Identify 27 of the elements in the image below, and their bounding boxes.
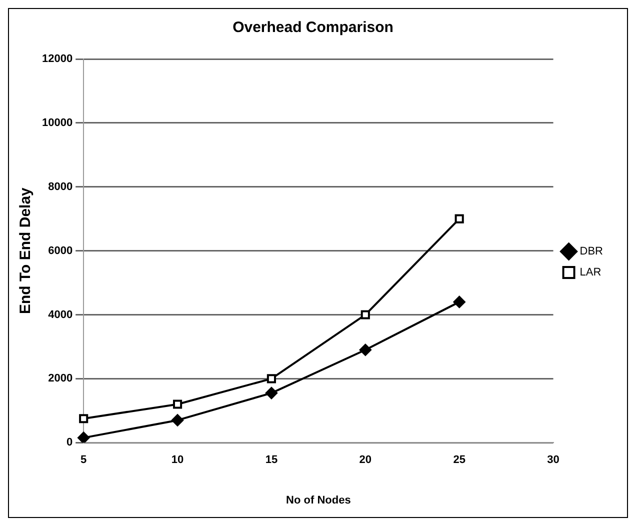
y-tick-label: 4000 <box>48 308 73 321</box>
y-tick-label: 10000 <box>42 116 73 129</box>
y-tick-label: 2000 <box>48 372 73 385</box>
y-tick-label: 0 <box>66 436 73 449</box>
x-tick-label: 5 <box>80 454 87 466</box>
point <box>266 374 276 384</box>
y-axis-title: End To End Delay <box>17 186 34 314</box>
y-tick-label: 6000 <box>48 244 73 257</box>
y-tick-label: 12000 <box>42 53 73 66</box>
chart-title: Overhead Comparison <box>232 19 394 36</box>
x-tick-label: 15 <box>265 454 278 466</box>
point <box>79 414 88 424</box>
point <box>172 414 184 426</box>
legend-label: LAR <box>580 266 602 279</box>
x-tick-label: 20 <box>359 454 372 466</box>
x-axis-title: No of Nodes <box>286 494 351 506</box>
point <box>453 296 466 308</box>
x-tick-label: 30 <box>547 454 560 466</box>
x-tick-label: 25 <box>453 454 466 466</box>
point <box>265 387 278 400</box>
point <box>359 344 372 356</box>
point <box>360 310 370 320</box>
point <box>172 400 182 409</box>
x-tick-label: 10 <box>171 454 184 466</box>
y-tick-label: 8000 <box>48 180 73 193</box>
legend-label: DBR <box>580 246 604 258</box>
point <box>454 214 464 224</box>
